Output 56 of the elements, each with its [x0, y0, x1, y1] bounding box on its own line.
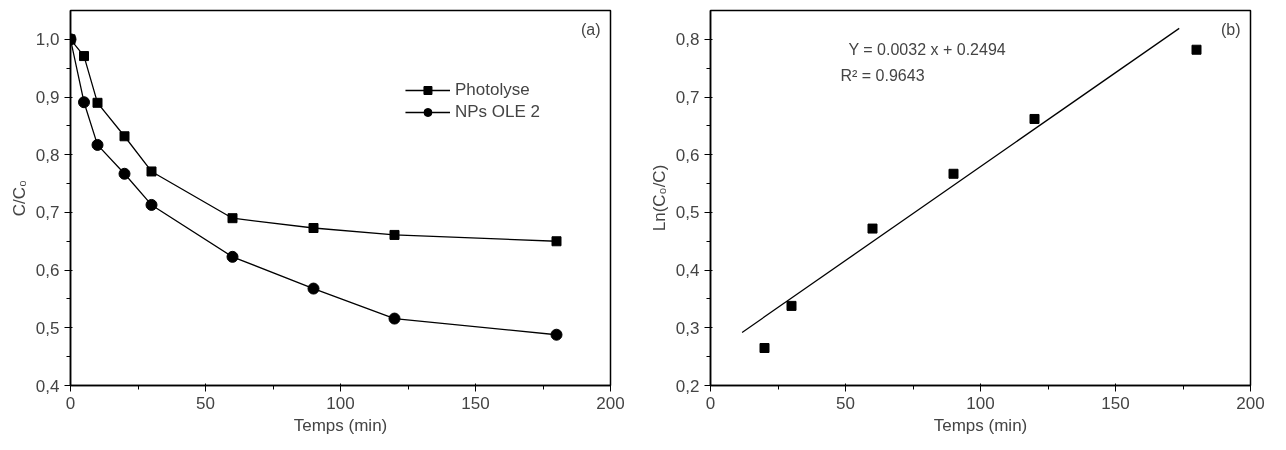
x-tick-label: 150	[461, 393, 490, 413]
point	[786, 300, 797, 311]
point	[118, 167, 131, 180]
y-tick-label: 0,8	[675, 30, 700, 50]
x-tick-label: 100	[966, 393, 995, 413]
annotation: (b)	[1220, 20, 1241, 38]
y-tick-label: 1,0	[35, 30, 60, 50]
x-tick-label: 0	[705, 393, 716, 413]
y-tick-label: 0,5	[35, 318, 60, 338]
x-tick-label: 150	[1101, 393, 1130, 413]
point	[388, 312, 401, 325]
y-tick-label: 0,4	[675, 261, 700, 281]
x-tick-label: 100	[326, 393, 355, 413]
x-tick-label: 0	[65, 393, 76, 413]
point	[1191, 44, 1202, 55]
y-tick-label: 0,6	[675, 145, 700, 165]
y-tick-label: 0,7	[35, 203, 60, 223]
point	[867, 223, 878, 234]
x-axis-title: Temps (min)	[933, 415, 1028, 435]
point	[227, 213, 238, 224]
point	[307, 282, 320, 295]
y-axis-title: Ln(C₀/C)	[649, 164, 669, 232]
y-axis-title: C/C₀	[9, 179, 29, 217]
point	[550, 328, 563, 341]
x-tick-label: 200	[1236, 393, 1265, 413]
point	[389, 229, 400, 240]
point	[91, 138, 104, 151]
y-tick-label: 0,5	[675, 203, 700, 223]
x-axis-title: Temps (min)	[293, 415, 388, 435]
annotation: (a)	[580, 20, 601, 38]
point	[145, 198, 158, 211]
point	[226, 250, 239, 263]
x-tick-label: 50	[836, 393, 855, 413]
annotation: R² = 0.9643	[840, 66, 925, 84]
y-tick-label: 0,4	[35, 376, 60, 396]
legend-label: NPs OLE 2	[454, 102, 540, 122]
point	[92, 97, 103, 108]
y-tick-label: 0,3	[675, 318, 700, 338]
annotation: Y = 0.0032 x + 0.2494	[848, 40, 1006, 58]
x-tick-label: 50	[196, 393, 215, 413]
y-tick-label: 0,2	[675, 376, 700, 396]
point	[551, 236, 562, 247]
point	[308, 223, 319, 233]
point	[119, 131, 130, 142]
point	[146, 166, 157, 177]
point	[79, 51, 89, 62]
y-tick-label: 0,6	[35, 261, 60, 281]
y-tick-label: 0,8	[35, 145, 60, 165]
point	[78, 96, 90, 109]
point	[1029, 113, 1040, 124]
legend-label: Photolyse	[454, 80, 530, 100]
point	[759, 343, 770, 353]
y-tick-label: 0,9	[35, 88, 60, 108]
point	[948, 168, 959, 179]
x-tick-label: 200	[596, 393, 625, 413]
y-tick-label: 0,7	[675, 88, 700, 108]
